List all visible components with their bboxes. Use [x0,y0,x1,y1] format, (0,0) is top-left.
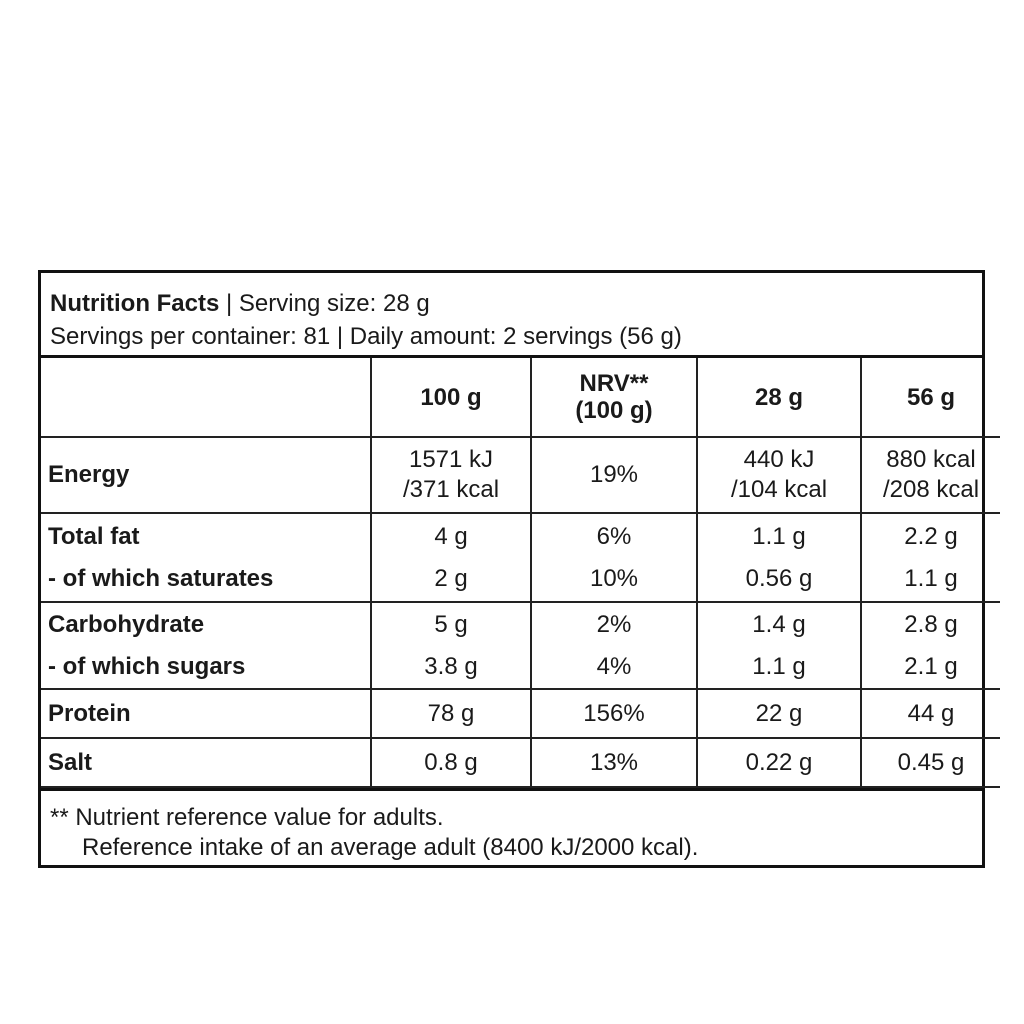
footer-reference: Reference intake of an average adult (84… [82,834,699,861]
value-cell: 1.1 g 0.56 g [696,512,862,603]
nutrient-label-cell: Energy [41,436,372,514]
value-cell: 880 kcal /208 kcal [860,436,1000,514]
serving-size: | Serving size: 28 g [226,290,430,317]
nutrient-group: Total fat - of which saturates 4 g 2 g 6% 10%… [41,512,1000,603]
value: 2% [596,610,632,638]
value: 10% [589,564,639,592]
value-cell: 4 g 2 g [370,512,532,603]
nutrient-label: Salt [48,748,93,776]
value-cell: 22 g [696,688,862,739]
value: 1.1 g [752,522,806,550]
footer-note: ** Nutrient reference value for adults. [50,804,444,831]
panel-header: Nutrition Facts | Serving size: 28 g Ser… [41,273,982,358]
corner-cell [41,358,372,438]
value-cell: 156% [530,688,698,739]
nutrient-group: Energy 1571 kJ /371 kcal 19% 440 kJ /104 kc… [41,436,1000,514]
value-cell: 5 g 3.8 g [370,601,532,690]
value: 1.4 g [752,610,806,638]
value: 4% [596,652,632,680]
column-header: 100 g [370,358,532,438]
column-header: NRV** (100 g) [530,358,698,438]
title: Nutrition Facts [50,290,220,317]
value-cell: 0.22 g [696,737,862,788]
value: 880 kcal /208 kcal [882,446,980,503]
value: 4 g [434,522,468,550]
value: 0.8 g [424,748,478,776]
value: 19% [589,461,639,488]
value: 0.56 g [745,564,813,592]
value-cell: 2.2 g 1.1 g [860,512,1000,603]
value-cell: 0.45 g [860,737,1000,788]
value: 1.1 g [752,652,806,680]
value: 13% [589,748,639,776]
header-row: 100 g NRV** (100 g) 28 g 56 g [41,358,1000,438]
value: 0.45 g [897,748,965,776]
value: 440 kJ /104 kcal [730,446,828,503]
value: 22 g [755,699,803,727]
value-cell: 6% 10% [530,512,698,603]
nutrient-label: Energy [48,461,130,488]
value: 3.8 g [424,652,478,680]
nutrient-label-cell: Salt [41,737,372,788]
nutrient-label-cell: Carbohydrate - of which sugars [41,601,372,690]
header-line: Nutrition Facts | Serving size: 28 g [50,287,982,320]
footer: ** Nutrient reference value for adults. … [41,788,982,866]
value-cell: 2.8 g 2.1 g [860,601,1000,690]
value: 2.8 g [904,610,958,638]
value: 1571 kJ /371 kcal [402,446,500,503]
nutrient-group: Protein 78 g 156% 22 g 44 g [41,688,1000,739]
value: 2 g [434,564,468,592]
value: 156% [583,699,645,727]
nutrition-table: 100 g NRV** (100 g) 28 g 56 g Energy 1571 kJ … [41,358,1000,788]
value: 44 g [907,699,955,727]
value-cell: 13% [530,737,698,788]
value-cell: 19% [530,436,698,514]
value: 2.1 g [904,652,958,680]
nutrient-label-cell: Protein [41,688,372,739]
nutrient-label: - of which sugars [48,652,246,680]
value-cell: 44 g [860,688,1000,739]
value: 78 g [427,699,475,727]
column-header: 28 g [696,358,862,438]
value-cell: 440 kJ /104 kcal [696,436,862,514]
nutrient-label: Carbohydrate [48,610,205,638]
nutrient-label: Protein [48,699,131,727]
value: 2.2 g [904,522,958,550]
value-cell: 1571 kJ /371 kcal [370,436,532,514]
value: 0.22 g [745,748,813,776]
nutrient-label: - of which saturates [48,564,274,592]
value: 1.1 g [904,564,958,592]
value-cell: 2% 4% [530,601,698,690]
servings: Servings per container: 81 | Daily amoun… [50,323,682,350]
nutrient-label-cell: Total fat - of which saturates [41,512,372,603]
nutrient-group: Carbohydrate - of which sugars 5 g 3.8 g 2% 4… [41,601,1000,690]
value-cell: 0.8 g [370,737,532,788]
value-cell: 1.4 g 1.1 g [696,601,862,690]
nutrient-group: Salt 0.8 g 13% 0.22 g 0.45 g [41,737,1000,788]
value: 5 g [434,610,468,638]
nutrient-label: Total fat [48,522,140,550]
column-header: 56 g [860,358,1000,438]
value-cell: 78 g [370,688,532,739]
value: 6% [596,522,632,550]
nutrition-panel: Nutrition Facts | Serving size: 28 g Ser… [38,270,1000,868]
